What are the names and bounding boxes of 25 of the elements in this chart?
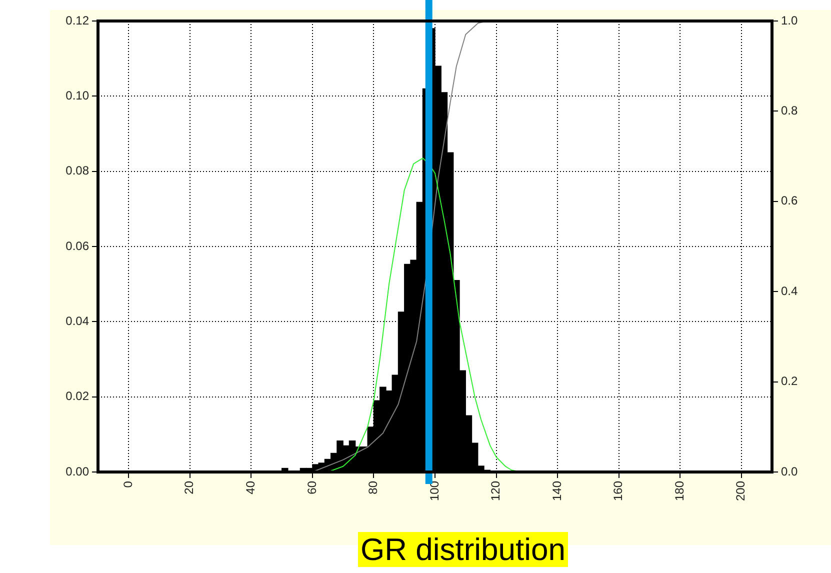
y2-tick-label: 0.4 [781,284,798,298]
y-tick-label: 0.06 [66,238,90,253]
y2-tick-label: 1.0 [781,13,798,28]
x-tick-label: 180 [672,480,686,502]
y-tick-label: 0.02 [66,389,90,404]
y-tick-label: 0.04 [66,314,90,328]
x-tick-label: 160 [611,480,626,502]
y2-tick-label: 0.8 [781,104,798,118]
text: GR distribution [358,532,568,567]
x-tick-label: 20 [182,480,196,494]
y2-tick-label: 0.0 [781,464,798,478]
x-tick-label: 0 [120,480,135,488]
x-tick-label: 100 [427,480,442,502]
y-tick-label: 0.10 [66,88,90,102]
x-tick-label: 120 [488,480,503,502]
x-tick-label: 80 [366,480,380,494]
x-tick-label: 40 [243,480,258,494]
y2-tick-label: 0.6 [781,194,798,208]
y-tick-label: 0.12 [66,13,90,28]
y-tick-label: 0.00 [66,464,90,478]
x-tick-label: 200 [734,480,748,502]
x-tick-label: 140 [550,480,564,502]
y-tick-label: 0.08 [66,164,90,178]
x-tick-label: 60 [304,480,319,494]
y2-tick-label: 0.2 [781,374,798,388]
